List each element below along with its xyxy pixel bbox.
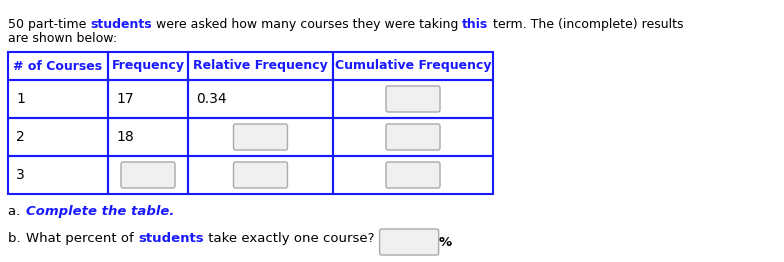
Bar: [108, 80, 188, 118]
Text: 17: 17: [116, 92, 133, 106]
Text: 3: 3: [16, 168, 25, 182]
Text: Frequency: Frequency: [111, 59, 184, 73]
Text: Complete the table.: Complete the table.: [26, 205, 174, 218]
Text: term. The (incomplete) results: term. The (incomplete) results: [488, 18, 683, 31]
Text: 2: 2: [16, 130, 25, 144]
Bar: [188, 156, 333, 194]
Text: %: %: [439, 236, 452, 248]
Text: take exactly one course?: take exactly one course?: [204, 232, 374, 245]
Text: 50 part-time: 50 part-time: [8, 18, 90, 31]
Text: are shown below:: are shown below:: [8, 32, 117, 45]
Bar: [333, 80, 493, 118]
FancyBboxPatch shape: [121, 162, 175, 188]
Bar: [8, 52, 108, 80]
Text: students: students: [90, 18, 152, 31]
FancyBboxPatch shape: [234, 124, 288, 150]
FancyBboxPatch shape: [386, 124, 440, 150]
Bar: [8, 118, 108, 156]
FancyBboxPatch shape: [234, 162, 288, 188]
Bar: [333, 118, 493, 156]
FancyBboxPatch shape: [379, 229, 438, 255]
Text: b.: b.: [8, 232, 29, 245]
Text: a.: a.: [8, 205, 29, 218]
Bar: [333, 52, 493, 80]
Bar: [333, 156, 493, 194]
Text: this: this: [463, 18, 488, 31]
FancyBboxPatch shape: [386, 162, 440, 188]
Text: What percent of: What percent of: [26, 232, 138, 245]
Text: 18: 18: [116, 130, 134, 144]
FancyBboxPatch shape: [386, 86, 440, 112]
Bar: [108, 156, 188, 194]
Text: Relative Frequency: Relative Frequency: [193, 59, 328, 73]
Bar: [8, 156, 108, 194]
Bar: [8, 80, 108, 118]
Text: students: students: [138, 232, 204, 245]
Bar: [108, 52, 188, 80]
Text: # of Courses: # of Courses: [13, 59, 103, 73]
Text: 0.34: 0.34: [196, 92, 227, 106]
Text: Cumulative Frequency: Cumulative Frequency: [335, 59, 492, 73]
Bar: [188, 80, 333, 118]
Bar: [188, 52, 333, 80]
Bar: [188, 118, 333, 156]
Text: 1: 1: [16, 92, 25, 106]
Text: were asked how many courses they were taking: were asked how many courses they were ta…: [152, 18, 463, 31]
Bar: [108, 118, 188, 156]
